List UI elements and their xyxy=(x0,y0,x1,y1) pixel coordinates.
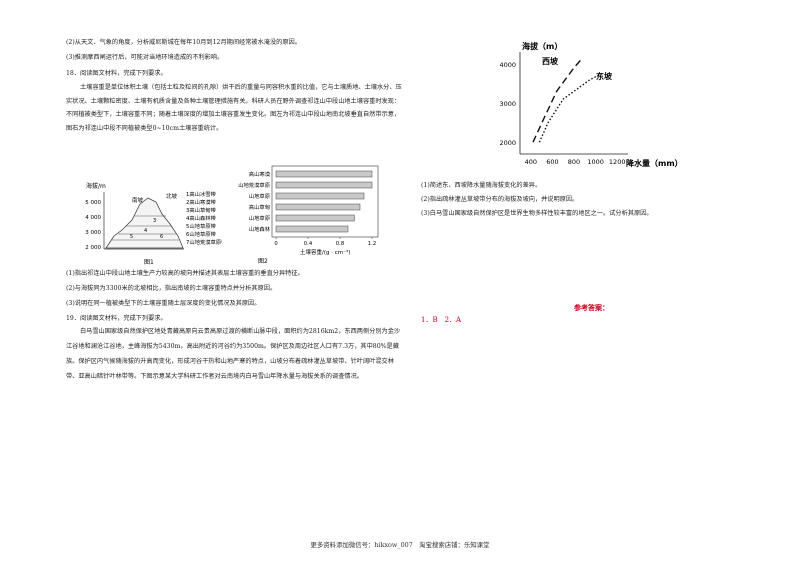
fig1-ytick: 3 000 xyxy=(85,230,101,236)
fig2-category-label: 高山草甸 xyxy=(249,203,270,211)
answer-text: 1．B 2．A xyxy=(421,316,462,324)
fig1-ytick: 2 000 xyxy=(85,245,101,251)
fig3-east: 东坡 xyxy=(596,71,613,81)
zone-legend: 6山地草原带 xyxy=(186,230,217,238)
footer: 更多资料添加微信号：hikxow_007 淘宝搜索店铺：乐知课堂 xyxy=(310,541,490,549)
q18-sub3: (3)说明在同一植被类型下的土壤容重随土层深度的变化情况及其原因。 xyxy=(66,300,261,307)
q18-title: 18．阅读图文材料，完成下列要求。 xyxy=(66,70,167,77)
fig2-xtick-label: 0.4 xyxy=(304,241,313,247)
fig3-xtick-label: 600 xyxy=(546,158,558,166)
fig1-ylabel: 海拔/m xyxy=(86,182,106,190)
zone-legend: 2高山寒漠带 xyxy=(186,198,217,206)
fig2-xtick-label: 0 xyxy=(274,241,278,247)
fig3-xlabel: 降水量（mm） xyxy=(626,158,683,168)
fig1-ytick: 5 000 xyxy=(85,200,101,206)
q18-sub1: (1)指出祁连山中段山地土壤生产力较高的坡向并描述其表层土壤容重的垂直分异特征。 xyxy=(66,270,304,277)
figure-1-vertical-zones: 海拔/m 5 000 4 000 3 000 2 000 南坡 北坡 3 4 5… xyxy=(85,182,222,266)
fig2-category-label: 山地草原 xyxy=(249,214,270,222)
fig2-bar xyxy=(275,214,355,222)
fig1-ytick: 4 000 xyxy=(85,215,101,221)
fig3-series-line xyxy=(532,57,584,143)
zone-legend: 5山地草原带 xyxy=(186,222,217,230)
q19-material: 白马雪山国家级自然保护区地处青藏高原向云贵高原过渡的横断山脉中段，面积约为281… xyxy=(66,328,401,380)
fig2-xtick-label: 0.8 xyxy=(336,241,345,247)
q19-sub2: (2)指出疏林灌丛草坡带分布的海拔及坡向，并说明原因。 xyxy=(421,196,579,203)
zone-num: 6 xyxy=(160,234,163,240)
fig2-bar xyxy=(275,170,373,178)
zone-num: 5 xyxy=(130,234,133,240)
fig2-bar xyxy=(275,181,373,189)
fig3-west: 西坡 xyxy=(542,56,559,66)
q17-sub3: (3)推测摩西闸运行后，可能对当地环境造成的不利影响。 xyxy=(66,54,224,61)
mountain-profile xyxy=(105,197,184,249)
fig2-category-label: 高山寒漠 xyxy=(249,170,271,178)
fig2-caption: 图2 xyxy=(258,258,268,265)
q19-title: 19．阅读图文材料，完成下列要求。 xyxy=(66,315,167,322)
fig2-xlabel: 土壤容重/(g · cm⁻³) xyxy=(300,248,350,256)
q19-sub3: (3)白马雪山国家级自然保护区是世界生物多样性较丰富的地区之一。试分析其原因。 xyxy=(421,210,653,217)
fig3-xtick-label: 400 xyxy=(525,158,537,166)
fig3-xtick-label: 800 xyxy=(568,158,580,166)
zone-legend: 3高山草甸带 xyxy=(186,206,217,214)
fig1-south: 南坡 xyxy=(132,196,144,204)
fig1-legend: 1高山冰雪带 2高山寒漠带 3高山草甸带 4高山森林带 5山地草原带 6山地草原… xyxy=(186,190,222,246)
fig3-xtick-label: 1200 xyxy=(609,158,626,166)
fig2-category-label: 山地草原 xyxy=(249,192,270,200)
zone-legend: 1高山冰雪带 xyxy=(186,190,217,198)
q18-sub2: (2)与海拔同为3300米的北坡相比，指出南坡的土壤容重特点并分析其原因。 xyxy=(66,285,277,292)
q18-material: 土壤容重是单位体积土壤（包括土粒及粒间的孔隙）烘干后的重量与同容积水重的比值，它… xyxy=(66,84,402,132)
fig3-ylabel: 海拔（m） xyxy=(522,41,562,51)
q17-sub2: (2)从天文、气象的角度，分析威尼斯城在每年10月到12月期间经常被水淹没的原因… xyxy=(66,39,301,46)
fig2-category-label: 山地森林 xyxy=(249,225,271,233)
fig3-ytick-label: 3000 xyxy=(499,100,516,108)
fig2-bar xyxy=(275,225,349,233)
zone-legend: 4高山森林带 xyxy=(186,214,217,222)
q19-sub1: (1)简述东、西坡降水量随海拔变化的差异。 xyxy=(421,182,542,189)
zone-num: 4 xyxy=(144,228,147,234)
fig3-ytick-label: 2000 xyxy=(499,139,516,147)
fig2-xtick-label: 1.2 xyxy=(368,241,376,247)
fig3-xtick-label: 1000 xyxy=(587,158,604,166)
fig2-bar xyxy=(275,192,365,200)
fig3-ytick-label: 4000 xyxy=(499,61,516,69)
fig2-category-label: 山地荒漠草原 xyxy=(238,181,270,189)
zone-num: 3 xyxy=(153,218,156,224)
fig1-caption: 图1 xyxy=(144,259,154,266)
answer-title: 参考答案： xyxy=(574,303,609,312)
zone-legend: 7山地荒漠草原带 xyxy=(186,238,222,246)
figure-3-precipitation-altitude: 海拔（m） 4000 3000 2000 400 600 800 1000 1200 西坡 东… xyxy=(499,41,683,168)
fig2-bar xyxy=(275,203,361,211)
fig3-series-line xyxy=(538,72,603,143)
fig1-north: 北坡 xyxy=(166,192,178,200)
